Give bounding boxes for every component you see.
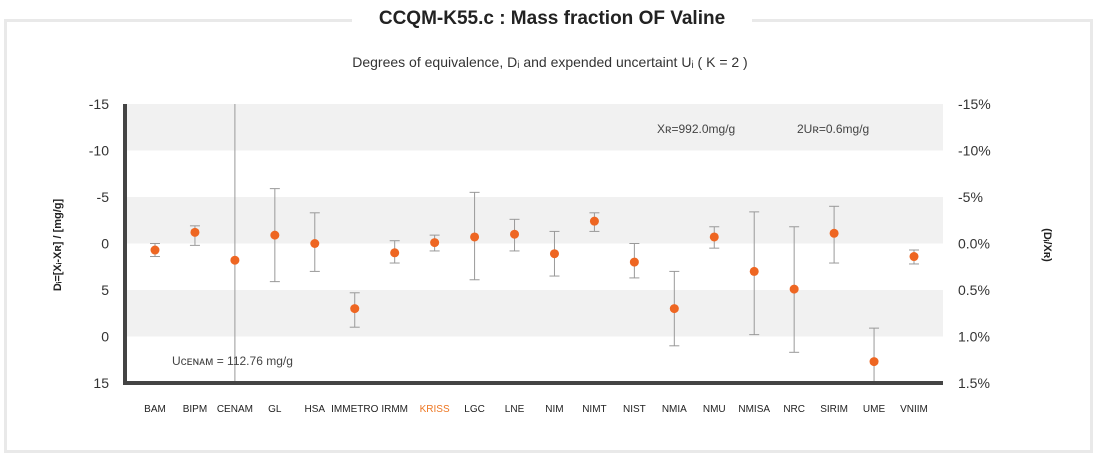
data-point-irmm	[389, 240, 400, 264]
axes	[123, 104, 943, 385]
y-ticks-left: -15 -10 -5 0 5 0 15	[89, 96, 109, 391]
data-point-vniim	[909, 249, 919, 265]
data-marker	[629, 257, 639, 267]
category-label: UME	[863, 404, 886, 415]
y-tick-label: 0	[101, 329, 109, 345]
category-label: NMIA	[662, 404, 687, 415]
data-point-nrc	[789, 226, 800, 353]
data-marker	[430, 238, 440, 248]
data-point-hsa	[309, 212, 320, 272]
data-marker	[470, 232, 480, 242]
data-point-kriss	[429, 234, 440, 252]
data-point-lgc	[469, 191, 480, 281]
y-tick-label: -10	[89, 143, 109, 159]
category-label: LNE	[505, 404, 525, 415]
data-marker	[310, 239, 320, 248]
category-label: IMMETRO	[331, 404, 378, 415]
data-marker	[510, 229, 520, 239]
category-label: CENAM	[217, 404, 253, 415]
data-point-ume	[869, 327, 880, 383]
y-tick-label: 0	[101, 236, 109, 252]
data-marker	[829, 228, 839, 238]
data-point-nmisa	[749, 211, 760, 336]
category-label: NMU	[703, 404, 726, 415]
category-label: NRC	[783, 404, 805, 415]
xr-annotation: Xʀ=992.0mg/g	[657, 122, 735, 136]
category-label: NIST	[623, 404, 646, 415]
category-label: HSA	[305, 404, 326, 415]
category-label: NIM	[545, 404, 563, 415]
data-marker	[709, 232, 719, 242]
data-marker	[230, 255, 240, 265]
data-point-cenam	[230, 104, 240, 383]
y-tick-label: -5	[97, 189, 110, 205]
data-point-immetro	[349, 292, 360, 328]
grid-band	[125, 197, 943, 244]
chart-title: CCQM-K55.c : Mass fraction OF Valine	[352, 5, 752, 33]
data-marker	[190, 227, 200, 237]
category-label: IRMM	[381, 404, 408, 415]
category-labels: BAM BIPM CENAM GL HSA IMMETRO IRMM KRISS LGC LNE N…	[144, 404, 928, 415]
y-tick-label-right: -10%	[958, 143, 991, 159]
grid-bands	[125, 104, 943, 337]
y-tick-label-right: 1.5%	[958, 375, 990, 391]
y-tick-label-right: 0.5%	[958, 282, 990, 298]
data-points	[150, 104, 919, 383]
category-label: SIRIM	[820, 404, 848, 415]
data-marker	[549, 249, 559, 259]
category-label: BIPM	[183, 404, 207, 415]
y-tick-label-right: -15%	[958, 96, 991, 112]
data-point-nmia	[669, 270, 680, 347]
category-label: VNIIM	[900, 404, 928, 415]
data-marker	[789, 284, 799, 294]
data-marker	[150, 245, 160, 255]
data-marker	[350, 304, 360, 314]
data-point-gl	[269, 188, 280, 283]
y-ticks-right: -15% -10% -5% 0.0% 0.5% 1.0% 1.5%	[958, 96, 991, 391]
y-tick-label: 15	[93, 375, 109, 391]
category-label: KRISS	[420, 404, 450, 415]
data-point-sirim	[829, 205, 840, 264]
data-point-nimt	[589, 212, 600, 232]
chart-subtitle: Degrees of equivalence, Dᵢ and expended …	[352, 54, 747, 70]
grid-band	[125, 104, 943, 151]
category-label: LGC	[464, 404, 485, 415]
category-label: GL	[268, 404, 282, 415]
grid-band	[125, 290, 943, 337]
y-tick-label-right: 1.0%	[958, 329, 990, 345]
y-axis-label: Dᵢ=[Xᵢ-Xʀ] / [mg/g]	[52, 199, 64, 292]
data-marker	[390, 248, 400, 258]
data-marker	[869, 357, 879, 367]
data-point-nim	[549, 230, 560, 277]
data-point-bipm	[189, 225, 200, 246]
ucenam-annotation: Uᴄᴇɴᴀᴍ = 112.76 mg/g	[172, 354, 293, 368]
y-tick-label-right: 0.0%	[958, 236, 990, 252]
data-point-nist	[629, 243, 640, 279]
y-axis-label-right: (Dᵢ/Xʀ)	[1041, 228, 1053, 262]
data-marker	[749, 266, 759, 276]
y-tick-label-right: -5%	[958, 189, 983, 205]
data-marker	[270, 230, 280, 240]
category-label: BAM	[144, 404, 166, 415]
data-point-bam	[150, 243, 160, 258]
data-point-nmu	[709, 226, 720, 249]
u2r-annotation: 2Uʀ=0.6mg/g	[797, 122, 869, 136]
data-marker	[909, 252, 919, 262]
y-tick-label: 5	[101, 282, 109, 298]
y-tick-label: -15	[89, 96, 109, 112]
data-marker	[589, 216, 599, 226]
category-label: NMISA	[738, 404, 770, 415]
data-point-lne	[509, 218, 520, 252]
data-marker	[669, 304, 679, 314]
category-label: NIMT	[582, 404, 606, 415]
